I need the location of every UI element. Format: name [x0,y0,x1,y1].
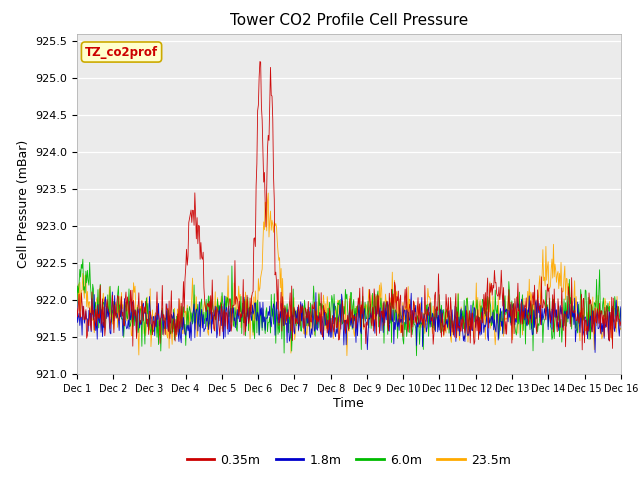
Legend: 0.35m, 1.8m, 6.0m, 23.5m: 0.35m, 1.8m, 6.0m, 23.5m [182,449,516,472]
Y-axis label: Cell Pressure (mBar): Cell Pressure (mBar) [17,140,29,268]
Title: Tower CO2 Profile Cell Pressure: Tower CO2 Profile Cell Pressure [230,13,468,28]
X-axis label: Time: Time [333,397,364,410]
Text: TZ_co2prof: TZ_co2prof [85,46,158,59]
